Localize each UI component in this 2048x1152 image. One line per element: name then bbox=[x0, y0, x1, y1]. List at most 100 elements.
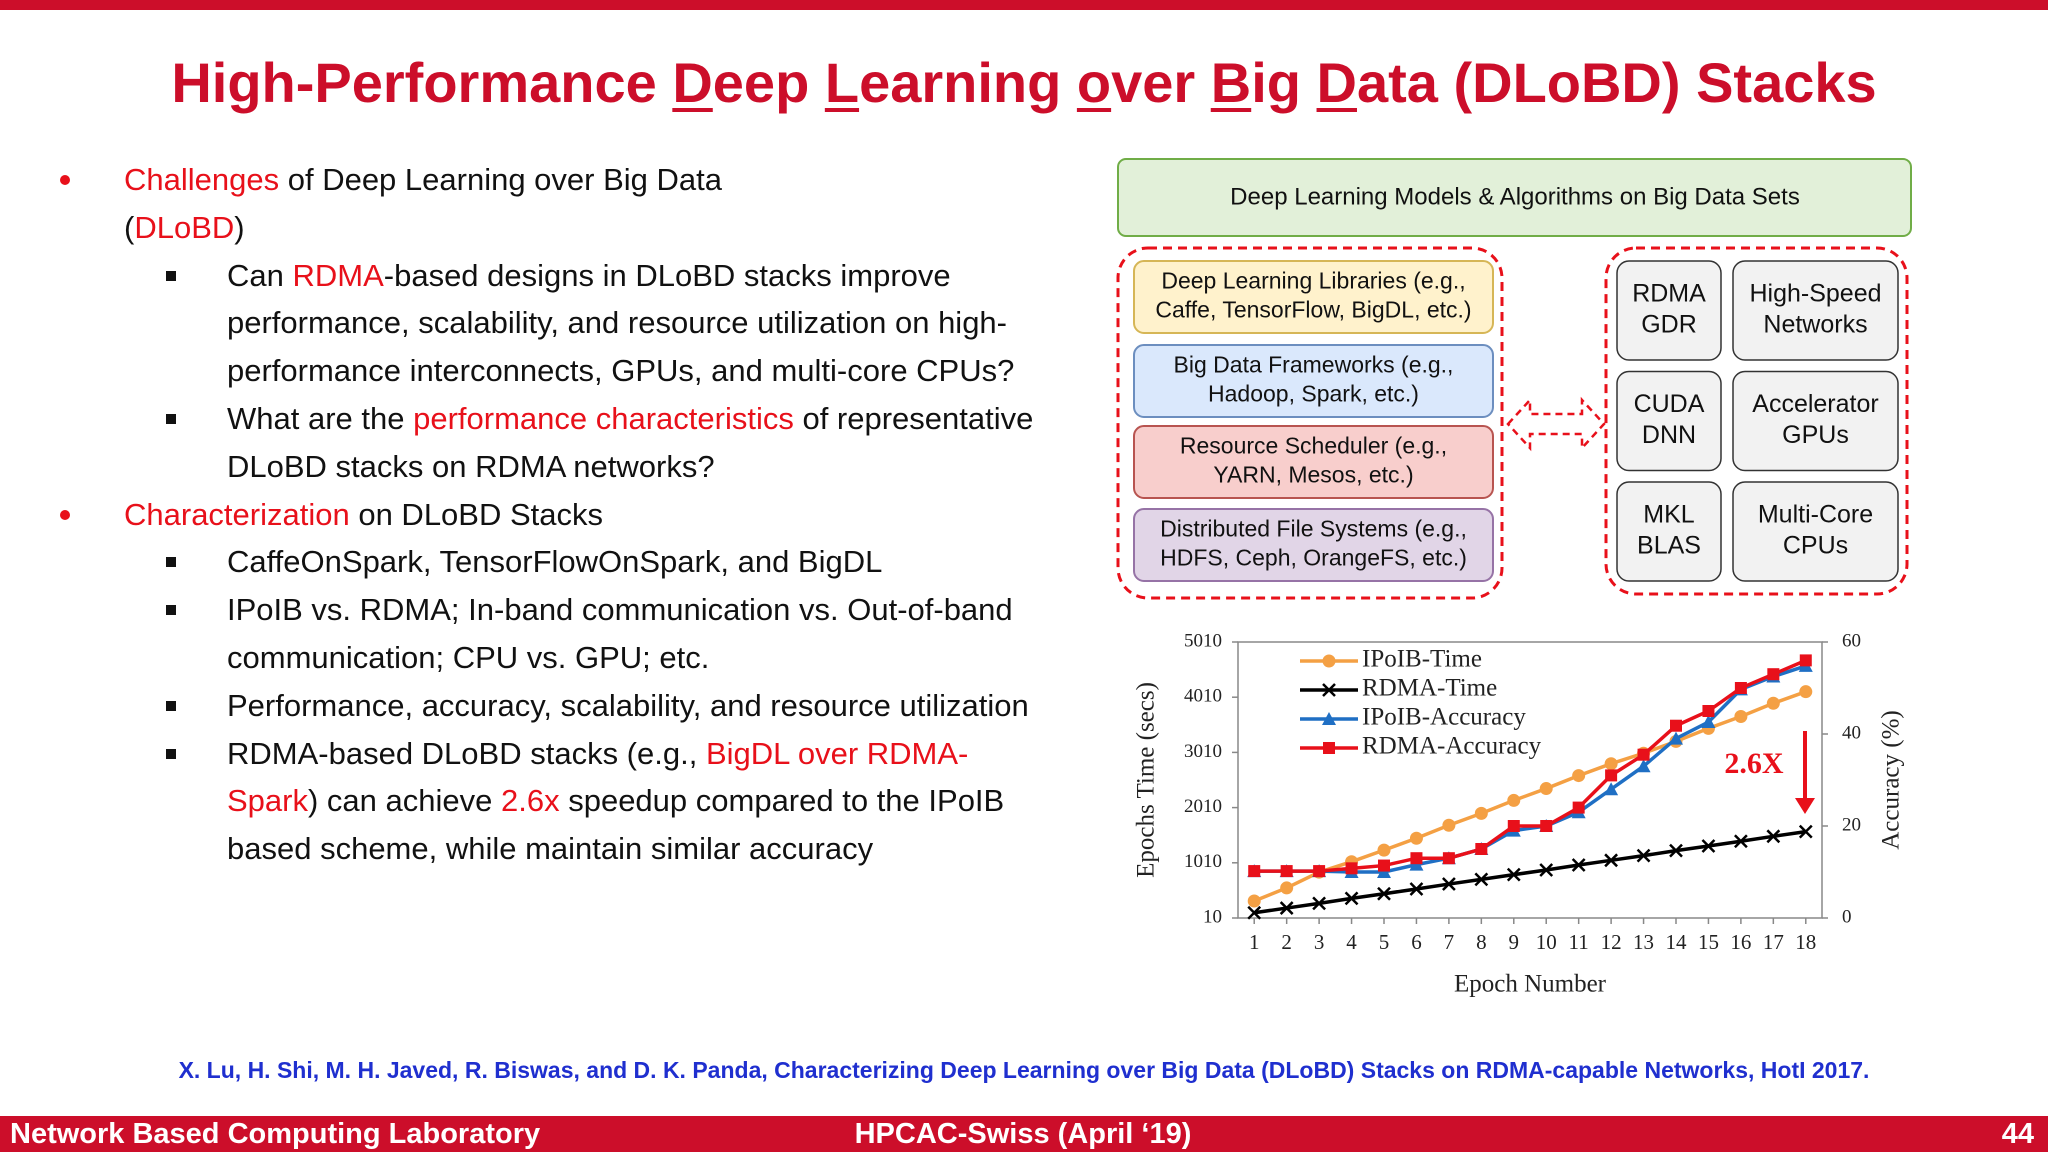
x-axis-title: Epoch Number bbox=[1454, 971, 1607, 998]
bullet-text: Characterization bbox=[124, 496, 350, 532]
title-part: High-Performance bbox=[171, 51, 673, 114]
data-point bbox=[1442, 818, 1456, 832]
x-tick-label: 2 bbox=[1281, 930, 1292, 954]
x-tick-label: 8 bbox=[1476, 930, 1487, 954]
y2-tick-label: 0 bbox=[1842, 906, 1852, 927]
x-tick-label: 7 bbox=[1444, 930, 1455, 954]
bullet-item: Can RDMA-based designs in DLoBD stacks i… bbox=[0, 252, 1045, 395]
data-point bbox=[1604, 853, 1618, 868]
footer: Network Based Computing Laboratory HPCAC… bbox=[0, 1116, 2048, 1152]
bullet-marker bbox=[166, 605, 176, 616]
legend-marker bbox=[1322, 712, 1336, 725]
x-tick-label: 5 bbox=[1379, 930, 1390, 954]
box-label: CPUs bbox=[1783, 532, 1848, 560]
data-point bbox=[1345, 862, 1358, 875]
annotation: 2.6X bbox=[1724, 747, 1784, 780]
component-box bbox=[1732, 260, 1899, 361]
box-label: Hadoop, Spark, etc.) bbox=[1208, 381, 1419, 407]
data-point bbox=[1604, 757, 1618, 771]
component-box bbox=[1616, 260, 1722, 361]
bullet-text: of representative DLoBD stacks on RDMA n… bbox=[227, 400, 1034, 484]
top-bar bbox=[0, 0, 2048, 10]
box-label: BLAS bbox=[1637, 532, 1701, 560]
layer-box bbox=[1133, 508, 1494, 582]
data-point bbox=[1702, 705, 1715, 717]
component-box bbox=[1616, 370, 1722, 472]
data-point bbox=[1637, 748, 1650, 761]
title-part: D bbox=[672, 51, 713, 114]
legend-marker bbox=[1322, 683, 1336, 697]
bullet-marker bbox=[166, 557, 176, 568]
bullet-text: 2.6x bbox=[500, 783, 560, 819]
y-axis-title: Epochs Time (secs) bbox=[1133, 682, 1160, 878]
bullet-text: performance characteristics bbox=[413, 400, 794, 436]
data-point bbox=[1312, 896, 1326, 911]
bullet-text: -based designs in DLoBD stacks improve p… bbox=[227, 257, 1015, 389]
box-label: YARN, Mesos, etc.) bbox=[1213, 462, 1413, 488]
bullet-text: CaffeOnSpark, TensorFlowOnSpark, and Big… bbox=[227, 544, 883, 580]
bullet-text: of Deep Learning over Big Data ( bbox=[124, 162, 722, 245]
component-box bbox=[1616, 481, 1722, 582]
data-point bbox=[1766, 829, 1781, 844]
box-label: GDR bbox=[1641, 311, 1697, 339]
footer-right: 44 bbox=[2001, 1118, 2034, 1150]
x-tick-label: 11 bbox=[1569, 930, 1589, 954]
data-point bbox=[1247, 894, 1261, 908]
bullet-marker bbox=[166, 413, 176, 424]
data-point bbox=[1734, 710, 1748, 724]
title-part: ata (DLoBD) Stacks bbox=[1356, 51, 1877, 114]
data-point bbox=[1507, 820, 1520, 832]
y-tick-label: 2010 bbox=[1184, 796, 1222, 817]
bullet-text: RDMA bbox=[292, 257, 384, 293]
data-point bbox=[1669, 731, 1683, 745]
x-tick-label: 17 bbox=[1763, 930, 1784, 954]
x-tick-label: 3 bbox=[1314, 930, 1325, 954]
data-point bbox=[1378, 859, 1390, 872]
x-tick-label: 10 bbox=[1536, 930, 1557, 954]
data-point bbox=[1442, 852, 1455, 865]
data-point bbox=[1734, 682, 1747, 694]
y-tick-label: 3010 bbox=[1184, 741, 1222, 762]
footer-left: Network Based Computing Laboratory bbox=[10, 1118, 541, 1150]
data-point bbox=[1280, 881, 1294, 895]
data-point bbox=[1670, 719, 1682, 732]
box-label: HDFS, Ceph, OrangeFS, etc.) bbox=[1160, 545, 1467, 571]
box-label: Multi-Core bbox=[1758, 501, 1873, 529]
y2-tick-label: 40 bbox=[1842, 722, 1861, 743]
y-tick-label: 10 bbox=[1203, 906, 1222, 927]
x-tick-label: 12 bbox=[1601, 930, 1622, 954]
data-point bbox=[1636, 848, 1651, 863]
bullet-marker bbox=[166, 700, 176, 711]
data-point bbox=[1540, 820, 1553, 832]
y-tick-label: 4010 bbox=[1184, 686, 1222, 707]
data-point bbox=[1377, 843, 1391, 857]
bullet-item: Challenges of Deep Learning over Big Dat… bbox=[0, 156, 844, 252]
legend-marker bbox=[1323, 742, 1335, 754]
bullet-text: What are the bbox=[227, 400, 414, 436]
bullet-item: Performance, accuracy, scalability, and … bbox=[0, 682, 1045, 730]
component-box bbox=[1732, 370, 1899, 472]
title-part: o bbox=[1076, 51, 1112, 114]
bullet-marker bbox=[60, 509, 70, 520]
legend-marker bbox=[1322, 654, 1336, 668]
box-label: High-Speed bbox=[1749, 280, 1881, 308]
x-tick-label: 9 bbox=[1509, 930, 1520, 954]
series-line bbox=[1254, 664, 1807, 874]
bullet-item: What are the performance characteristics… bbox=[0, 395, 1045, 491]
title-part: ig bbox=[1251, 51, 1317, 114]
data-point bbox=[1247, 905, 1262, 920]
bullet-text: IPoIB vs. RDMA; In-band communication vs… bbox=[227, 592, 1013, 675]
citation: X. Lu, H. Shi, M. H. Javed, R. Biswas, a… bbox=[178, 1057, 1870, 1083]
bullet-marker bbox=[166, 270, 176, 281]
data-point bbox=[1248, 865, 1261, 878]
bullet-marker bbox=[60, 175, 70, 185]
bullet-text: Can bbox=[227, 257, 293, 293]
data-point bbox=[1572, 769, 1586, 783]
x-tick-label: 4 bbox=[1346, 930, 1357, 954]
bullet-item: IPoIB vs. RDMA; In-band communication vs… bbox=[0, 586, 1045, 682]
data-point bbox=[1701, 839, 1716, 853]
x-tick-label: 1 bbox=[1249, 930, 1260, 954]
data-point bbox=[1799, 654, 1812, 667]
data-point bbox=[1734, 834, 1748, 849]
bullet-text: DLoBD bbox=[134, 209, 235, 245]
